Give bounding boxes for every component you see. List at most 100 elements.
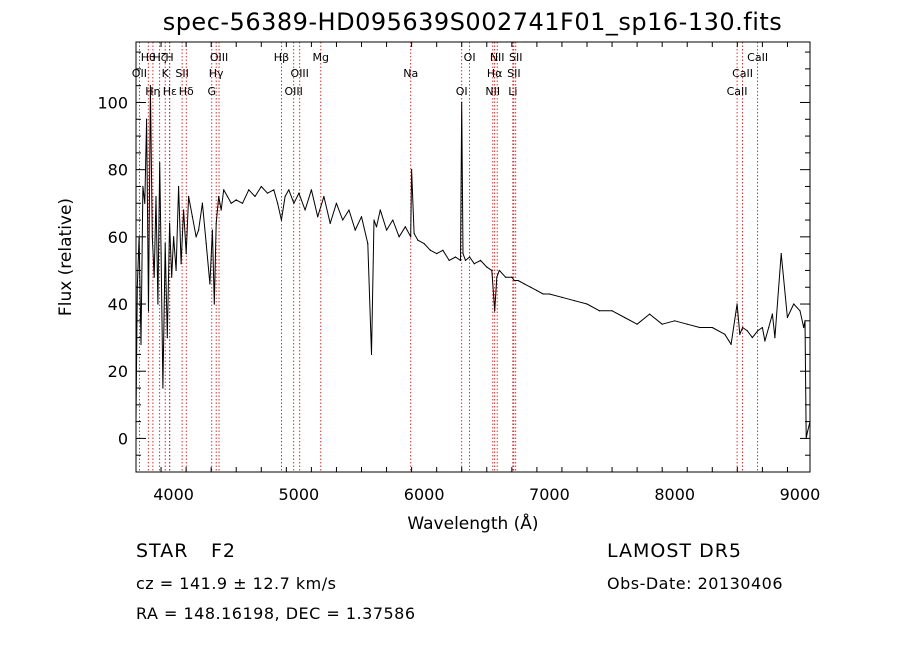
line-marker-label: SII <box>509 51 522 64</box>
data-point <box>573 300 576 302</box>
data-point <box>461 101 463 104</box>
data-point <box>298 192 300 194</box>
data-point <box>739 333 741 335</box>
obs-date-text: Obs-Date: 20130406 <box>607 574 784 593</box>
data-point <box>162 387 164 389</box>
data-point <box>473 263 475 265</box>
line-marker-label: OI <box>456 85 468 98</box>
x-tick-label: 6000 <box>404 485 445 504</box>
line-marker-label: CaII <box>747 51 768 64</box>
data-point <box>149 85 152 87</box>
spectrum-chart: HθOIIHηHζKHεHSIIHδOIIIHγGHβOIIIOIIIMgNaO… <box>56 41 820 534</box>
data-point <box>410 236 412 238</box>
line-marker-label: H <box>165 51 173 64</box>
y-tick-label: 0 <box>118 429 128 448</box>
data-point <box>164 242 166 245</box>
data-point <box>260 185 262 188</box>
data-point <box>205 242 207 245</box>
x-tick-label: 7000 <box>529 485 570 504</box>
x-tick-label: 8000 <box>654 485 695 504</box>
data-point <box>649 313 651 315</box>
data-point <box>293 202 295 204</box>
data-point <box>226 195 229 198</box>
spectrum-line <box>135 85 811 439</box>
line-marker-label: NII <box>485 85 500 98</box>
data-point <box>464 259 467 261</box>
data-point <box>159 162 161 164</box>
data-point <box>342 219 344 221</box>
data-point <box>711 326 713 329</box>
data-point <box>786 316 789 319</box>
data-point <box>230 202 232 204</box>
data-point <box>803 326 805 329</box>
data-point <box>417 239 419 241</box>
line-markers-layer <box>138 42 759 472</box>
data-point <box>241 202 244 204</box>
data-point <box>586 303 588 305</box>
data-point <box>385 229 388 231</box>
data-point <box>157 303 159 305</box>
coords-text: RA = 148.16198, DEC = 1.37586 <box>136 604 416 623</box>
data-point <box>198 229 200 231</box>
line-marker-label: OIII <box>210 51 228 64</box>
data-point <box>177 185 180 188</box>
data-point <box>276 202 279 204</box>
data-point <box>185 253 187 255</box>
plot-frame <box>135 41 811 473</box>
data-point <box>280 219 283 221</box>
data-point <box>498 269 500 272</box>
line-marker-label: Li <box>508 85 517 98</box>
data-point <box>496 276 498 278</box>
y-tick-label: 80 <box>108 161 128 180</box>
y-axis: 0 20 40 60 80 100 <box>97 51 810 473</box>
data-point <box>146 118 148 120</box>
data-point <box>598 310 601 312</box>
data-point <box>523 283 525 285</box>
data-point <box>398 236 400 238</box>
chart-title: spec-56389-HD095639S002741F01_sp16-130.f… <box>162 8 783 36</box>
data-point <box>188 195 190 198</box>
x-axis-label: Wavelength (Å) <box>407 512 538 534</box>
data-point <box>429 249 432 251</box>
data-point <box>329 222 331 225</box>
line-marker-label: NII <box>490 51 505 64</box>
data-point <box>168 222 171 225</box>
data-point <box>166 337 168 339</box>
data-point <box>360 216 363 218</box>
data-point <box>799 310 801 312</box>
data-point <box>774 337 776 339</box>
data-point <box>771 313 774 315</box>
series-layer <box>135 85 811 440</box>
data-point <box>548 293 551 295</box>
data-point <box>375 226 378 228</box>
data-point <box>442 249 444 251</box>
y-tick-label: 60 <box>108 228 128 247</box>
data-point <box>768 326 770 329</box>
data-point <box>155 195 157 198</box>
line-marker-labels-layer: HθOIIHηHζKHεHSIIHδOIIIHγGHβOIIIOIIIMgNaO… <box>132 51 768 98</box>
data-point <box>513 279 515 282</box>
data-point <box>423 242 425 245</box>
data-point <box>220 209 222 211</box>
data-point <box>288 189 290 191</box>
line-marker-label: CaII <box>732 67 753 80</box>
data-point <box>142 185 144 188</box>
survey-label: LAMOST DR5 <box>607 540 742 562</box>
data-point <box>780 253 782 255</box>
data-point <box>147 310 150 312</box>
line-marker-label: CaII <box>727 85 748 98</box>
y-tick-label: 100 <box>97 93 128 112</box>
velocity-text: cz = 141.9 ± 12.7 km/s <box>136 574 337 593</box>
data-point <box>623 316 626 319</box>
line-marker-label: Hδ <box>179 85 194 98</box>
subclass-label: F2 <box>211 540 237 562</box>
line-marker-label: OIII <box>291 67 309 80</box>
data-point <box>806 431 809 433</box>
data-point <box>454 256 457 258</box>
line-marker-label: Hη <box>145 85 160 98</box>
x-tick-label: 4000 <box>153 485 194 504</box>
data-point <box>235 199 237 201</box>
data-point <box>183 209 185 211</box>
data-point <box>171 276 173 278</box>
data-point <box>284 195 286 198</box>
